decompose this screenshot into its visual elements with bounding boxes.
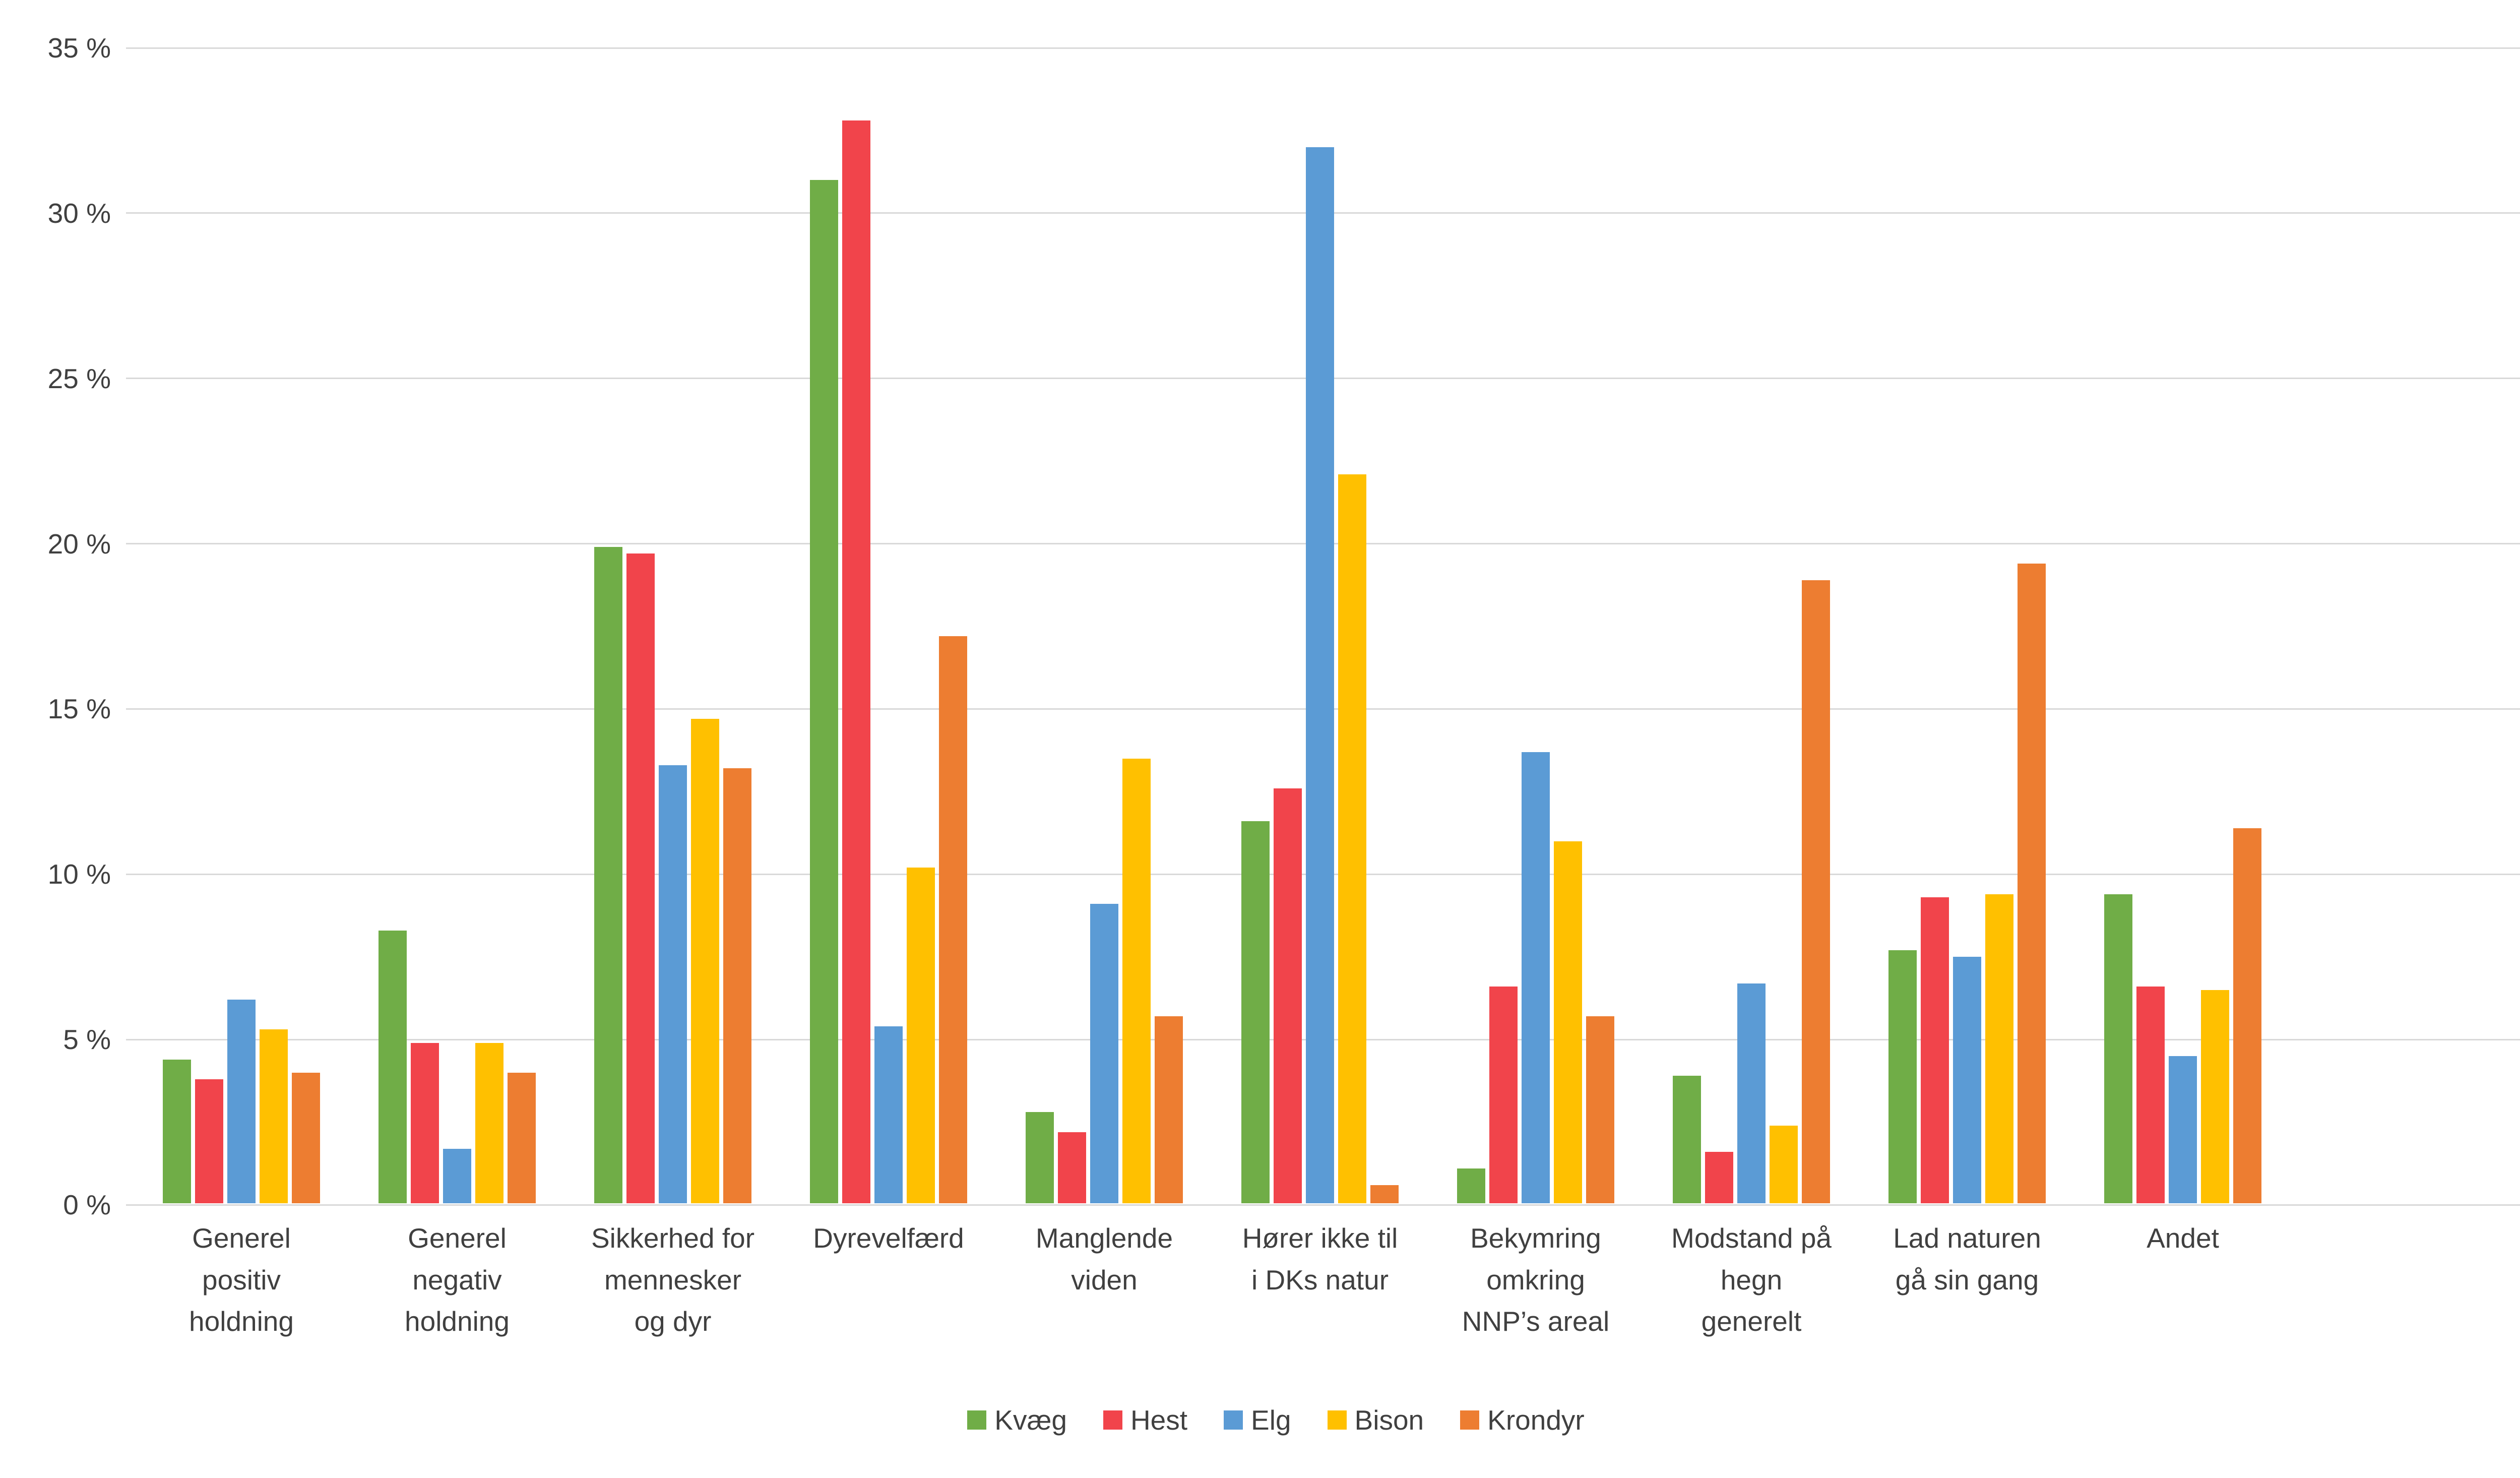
legend-item: Hest <box>1103 1404 1187 1436</box>
legend-label: Kvæg <box>994 1404 1067 1436</box>
y-axis-tick-label: 25 % <box>47 362 111 394</box>
y-axis-tick-label: 10 % <box>47 858 111 890</box>
bar <box>874 1026 903 1203</box>
bar <box>1026 1112 1054 1203</box>
bar <box>1737 983 1766 1203</box>
bar <box>1306 147 1334 1203</box>
bar <box>1921 897 1949 1203</box>
bar <box>2233 828 2261 1203</box>
bar <box>1058 1132 1086 1203</box>
bar <box>1338 474 1366 1203</box>
bar <box>2018 563 2046 1203</box>
bar <box>1888 950 1917 1203</box>
y-axis-tick-label: 5 % <box>63 1024 111 1056</box>
x-axis-category-label: Lad naturen gå sin gang <box>1893 1222 2041 1296</box>
bar <box>1155 1016 1183 1203</box>
x-axis-category-label: Bekymring omkring NNP’s areal <box>1462 1222 1610 1337</box>
bar <box>594 547 622 1203</box>
bar <box>1985 894 2013 1203</box>
bar <box>1802 580 1830 1203</box>
bar <box>1090 904 1118 1203</box>
bar <box>260 1029 288 1203</box>
legend-label: Bison <box>1354 1404 1424 1436</box>
x-axis-category-label: Manglende viden <box>1035 1222 1173 1296</box>
bar <box>2169 1056 2197 1203</box>
bar <box>227 1000 256 1203</box>
bar <box>163 1059 191 1203</box>
legend-swatch-icon <box>1327 1410 1347 1430</box>
bar <box>659 765 687 1203</box>
bar <box>292 1072 320 1203</box>
legend: Kvæg Hest Elg Bison Krondyr <box>0 1404 2520 1436</box>
legend-swatch-icon <box>1103 1410 1122 1430</box>
bar <box>411 1042 439 1203</box>
legend-swatch-icon <box>1460 1410 1480 1430</box>
bar <box>723 768 751 1203</box>
legend-item: Krondyr <box>1460 1404 1585 1436</box>
bar <box>1274 788 1302 1203</box>
legend-label: Hest <box>1130 1404 1188 1436</box>
bar <box>1122 758 1151 1203</box>
bar <box>2201 990 2229 1203</box>
bar <box>1705 1152 1733 1203</box>
bar <box>691 719 719 1203</box>
bar <box>508 1072 536 1203</box>
bar <box>907 868 935 1203</box>
y-axis-tick-label: 15 % <box>47 693 111 725</box>
y-axis-tick-label: 0 % <box>63 1189 111 1220</box>
x-axis-category-label: Andet <box>2147 1222 2219 1254</box>
plot-area <box>126 47 2520 1206</box>
legend-swatch-icon <box>1224 1410 1243 1430</box>
bar <box>2104 894 2132 1203</box>
x-axis-category-label: Dyrevelfærd <box>813 1222 964 1254</box>
y-axis-tick-label: 30 % <box>47 197 111 229</box>
bar <box>1953 957 1981 1203</box>
y-axis-tick-label: 35 % <box>47 32 111 64</box>
gridline <box>126 1204 2520 1206</box>
bar <box>2136 987 2165 1203</box>
x-axis-category-label: Modstand på hegn generelt <box>1671 1222 1832 1337</box>
bar <box>379 930 407 1203</box>
legend-item: Kvæg <box>967 1404 1067 1436</box>
y-axis-tick-label: 20 % <box>47 528 111 560</box>
x-axis-category-label: Generel positiv holdning <box>189 1222 294 1337</box>
bar <box>475 1042 503 1203</box>
bar <box>1586 1016 1614 1203</box>
bar <box>1457 1168 1485 1203</box>
legend-label: Elg <box>1251 1404 1291 1436</box>
bar <box>939 636 967 1203</box>
bar <box>1522 752 1550 1203</box>
x-axis-category-label: Generel negativ holdning <box>405 1222 510 1337</box>
legend-item: Elg <box>1224 1404 1291 1436</box>
bar <box>842 120 870 1203</box>
x-axis-category-label: Sikkerhed for mennesker og dyr <box>591 1222 755 1337</box>
x-axis-category-label: Hører ikke til i DKs natur <box>1242 1222 1398 1296</box>
bar <box>1770 1125 1798 1203</box>
legend-label: Krondyr <box>1487 1404 1585 1436</box>
bar <box>626 553 655 1203</box>
bar <box>1673 1076 1701 1203</box>
gridline <box>126 47 2520 49</box>
bar <box>1489 987 1518 1203</box>
bar <box>443 1148 471 1203</box>
legend-swatch-icon <box>967 1410 987 1430</box>
bar <box>195 1079 223 1203</box>
bar <box>1554 841 1582 1203</box>
legend-item: Bison <box>1327 1404 1424 1436</box>
bar <box>1370 1185 1399 1203</box>
bar <box>810 180 838 1203</box>
bar <box>1241 821 1270 1203</box>
